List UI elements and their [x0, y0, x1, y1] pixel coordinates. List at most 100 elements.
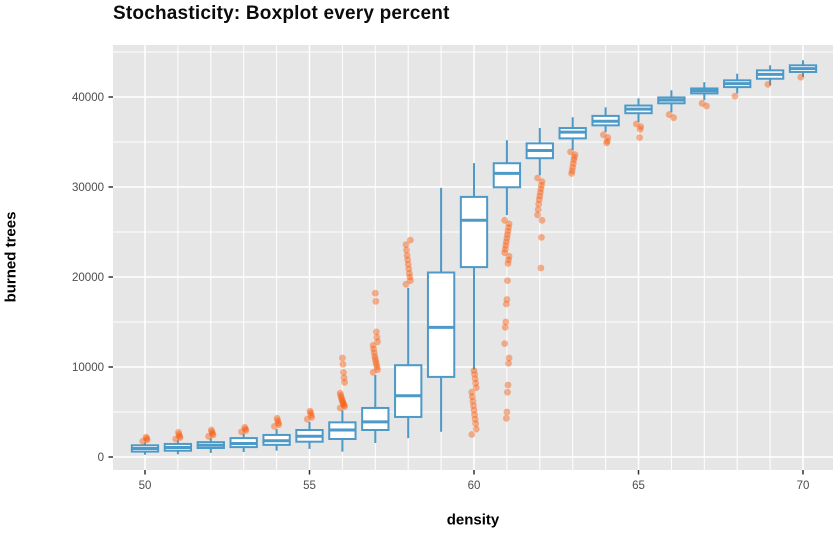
boxplot-density-51: [163, 440, 193, 455]
outlier-point: [567, 148, 574, 156]
outlier-point: [665, 111, 673, 118]
outlier-point: [241, 423, 249, 431]
x-tick-label: 70: [797, 480, 810, 492]
outlier-point: [405, 270, 413, 277]
outlier-point: [402, 280, 410, 288]
outlier-point: [571, 151, 579, 159]
outlier-point: [505, 220, 513, 228]
outlier-point: [274, 419, 282, 427]
outlier-point: [341, 403, 348, 410]
box: [492, 162, 522, 189]
outlier-point: [374, 366, 381, 374]
outlier-point: [369, 369, 377, 376]
outlier-point: [636, 134, 643, 141]
outlier-point: [501, 249, 509, 257]
outlier-point: [536, 192, 544, 200]
outlier-point: [501, 324, 509, 331]
outlier-point: [538, 178, 546, 186]
outlier-point: [373, 360, 380, 368]
boxplot-density-57: [361, 375, 390, 444]
y-tick-label: 10000: [72, 362, 104, 374]
outlier-point: [797, 73, 805, 81]
outlier-point: [303, 415, 311, 423]
outlier-point: [274, 417, 282, 424]
boxplot-density-58: [394, 287, 423, 439]
outlier-point: [468, 431, 476, 438]
outlier-point: [403, 252, 411, 259]
y-tick-label: 30000: [72, 182, 104, 194]
outlier-point: [538, 181, 545, 189]
outlier-point: [504, 260, 512, 267]
boxplot-density-50: [130, 442, 160, 455]
outlier-point: [339, 354, 346, 362]
x-axis-label: density: [446, 511, 500, 529]
boxplot-density-59: [426, 187, 456, 432]
outlier-point: [504, 381, 512, 389]
outlier-point: [337, 391, 345, 399]
x-tick-label: 50: [139, 480, 152, 492]
outlier-point: [505, 252, 513, 260]
outlier-point: [172, 435, 180, 443]
outlier-point: [632, 120, 640, 128]
outlier-point: [570, 153, 578, 161]
outlier-point: [370, 345, 378, 353]
outlier-point: [373, 328, 380, 336]
outlier-point: [405, 265, 413, 273]
outlier-point: [307, 409, 314, 417]
outlier-point: [603, 137, 611, 145]
outlier-point: [373, 333, 381, 341]
boxplot-density-63: [558, 117, 587, 151]
outlier-point: [407, 277, 414, 284]
outlier-point: [402, 241, 410, 249]
boxplot-density-61: [492, 140, 522, 216]
boxplot-density-68: [723, 73, 752, 94]
x-tick-label: 55: [303, 480, 316, 492]
boxplot-density-62: [525, 128, 554, 176]
outlier-point: [209, 431, 217, 439]
boxplot-density-67: [690, 82, 719, 101]
outlier-point: [372, 358, 380, 365]
outlier-point: [371, 352, 379, 360]
outlier-point: [205, 432, 213, 440]
boxplot-density-54: [262, 429, 291, 451]
outlier-point: [505, 224, 512, 231]
outlier-point: [339, 397, 346, 405]
outlier-point: [175, 428, 182, 436]
outlier-point: [340, 400, 347, 408]
chart-title: Stochasticity: Boxplot every percent: [113, 3, 450, 24]
outlier-point: [404, 256, 412, 264]
outlier-point: [472, 384, 480, 392]
box: [361, 406, 390, 432]
outlier-point: [568, 170, 575, 177]
outlier-point: [698, 99, 706, 107]
outlier-point: [570, 156, 578, 164]
outlier-point: [273, 414, 281, 422]
outlier-point: [504, 388, 511, 396]
outlier-point: [176, 434, 184, 442]
outlier-point: [176, 432, 183, 440]
outlier-point: [369, 342, 377, 349]
boxplot-density-53: [229, 433, 258, 453]
outlier-point: [502, 318, 510, 326]
boxplot-density-60: [459, 163, 489, 370]
outlier-point: [502, 414, 510, 422]
outlier-point: [373, 363, 381, 371]
outlier-point: [407, 236, 414, 244]
outlier-point: [339, 399, 347, 406]
outlier-point: [143, 435, 151, 442]
outlier-point: [534, 211, 541, 219]
outlier-point: [472, 420, 480, 428]
outlier-point: [731, 92, 739, 100]
y-tick-label: 20000: [72, 272, 104, 284]
outlier-point: [340, 374, 348, 382]
outlier-point: [505, 360, 512, 367]
outlier-point: [537, 185, 545, 193]
outlier-point: [569, 163, 577, 171]
outlier-point: [501, 340, 509, 347]
outlier-point: [143, 436, 151, 444]
outlier-point: [406, 273, 414, 281]
outlier-point: [637, 123, 645, 131]
outlier-point: [339, 360, 347, 368]
outlier-point: [568, 167, 576, 175]
